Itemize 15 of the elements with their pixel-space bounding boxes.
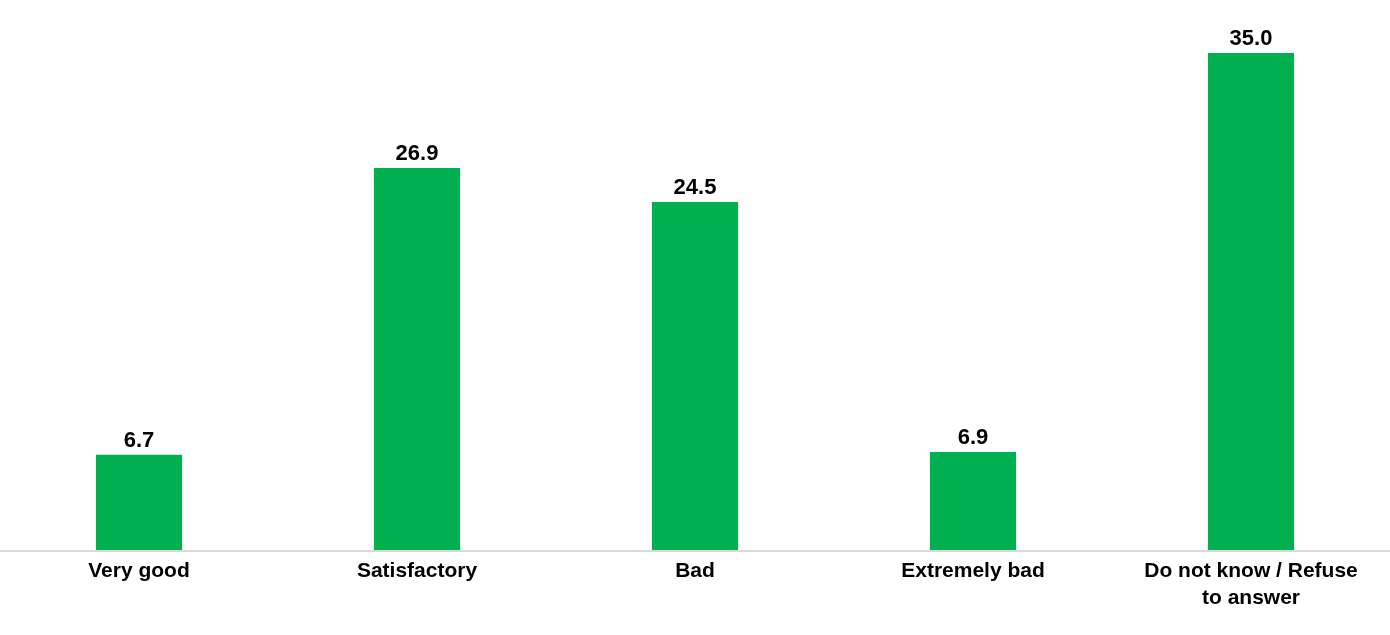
bar — [95, 454, 183, 550]
bar — [1207, 53, 1295, 550]
x-tick-label: Bad — [675, 557, 715, 581]
x-tick-label: Satisfactory — [356, 557, 478, 581]
data-label: 24.5 — [673, 174, 717, 200]
data-label: 6.7 — [123, 426, 155, 452]
bar — [373, 168, 461, 550]
bar — [929, 452, 1017, 550]
bar — [651, 202, 739, 550]
data-label: 35.0 — [1229, 25, 1273, 50]
data-label: 6.9 — [957, 424, 989, 450]
data-label: 26.9 — [395, 140, 439, 166]
x-tick-label: Extremely bad — [901, 557, 1045, 581]
x-tick-label: Do not know / Refuse to answer — [1144, 557, 1358, 609]
x-tick-label: Very good — [88, 557, 190, 581]
